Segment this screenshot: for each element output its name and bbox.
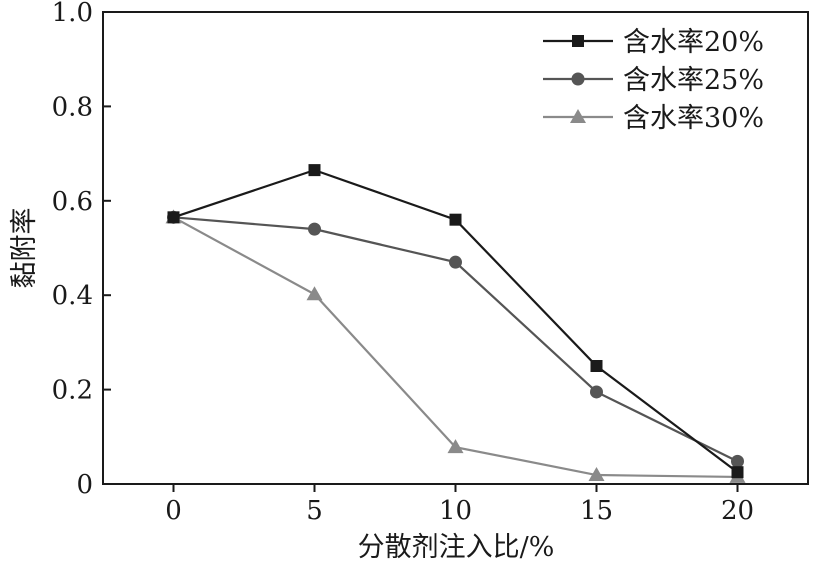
legend-entry: 含水率25% xyxy=(543,65,764,96)
legend-entry: 含水率30% xyxy=(543,103,764,134)
legend-entry: 含水率20% xyxy=(543,27,764,58)
legend-marker xyxy=(572,35,584,47)
x-tick-label: 5 xyxy=(306,496,323,526)
legend-label: 含水率20% xyxy=(623,27,764,58)
series-3 xyxy=(165,209,746,483)
legend-label: 含水率30% xyxy=(623,103,764,134)
data-point xyxy=(308,222,321,236)
legend-label: 含水率25% xyxy=(623,65,764,96)
x-axis-title: 分散剂注入比/% xyxy=(358,532,555,563)
x-tick-label: 10 xyxy=(439,496,472,526)
y-axis-title: 黏附率 xyxy=(9,208,40,289)
x-tick-label: 15 xyxy=(580,496,613,526)
data-point xyxy=(590,360,603,372)
x-tick-label: 20 xyxy=(721,496,754,526)
y-tick-label: 1.0 xyxy=(52,0,93,28)
data-point xyxy=(308,164,321,177)
x-tick-label: 0 xyxy=(165,496,182,526)
series-layer xyxy=(165,164,746,483)
series-line xyxy=(173,216,738,463)
legend-marker xyxy=(570,109,586,123)
legend: 含水率20% 含水率25% 含水率30% xyxy=(543,27,764,134)
data-point xyxy=(306,286,323,301)
data-point xyxy=(167,211,180,224)
series-2 xyxy=(167,210,744,468)
data-point xyxy=(447,439,464,454)
data-point xyxy=(731,454,744,468)
data-point xyxy=(731,466,744,479)
data-point xyxy=(588,467,605,482)
y-tick-label: 0.4 xyxy=(52,281,93,311)
y-tick-label: 0.2 xyxy=(52,376,93,406)
axes: 0 5 10 15 20 0 0.2 0.4 0.6 0.8 1.0 xyxy=(52,0,809,526)
data-point xyxy=(449,255,462,269)
legend-marker xyxy=(571,72,585,86)
data-point xyxy=(449,213,462,226)
y-tick-label: 0 xyxy=(76,470,93,500)
y-tick-label: 0.6 xyxy=(52,187,93,217)
data-point xyxy=(590,385,603,399)
y-tick-label: 0.8 xyxy=(52,92,93,122)
series-1 xyxy=(167,164,744,479)
